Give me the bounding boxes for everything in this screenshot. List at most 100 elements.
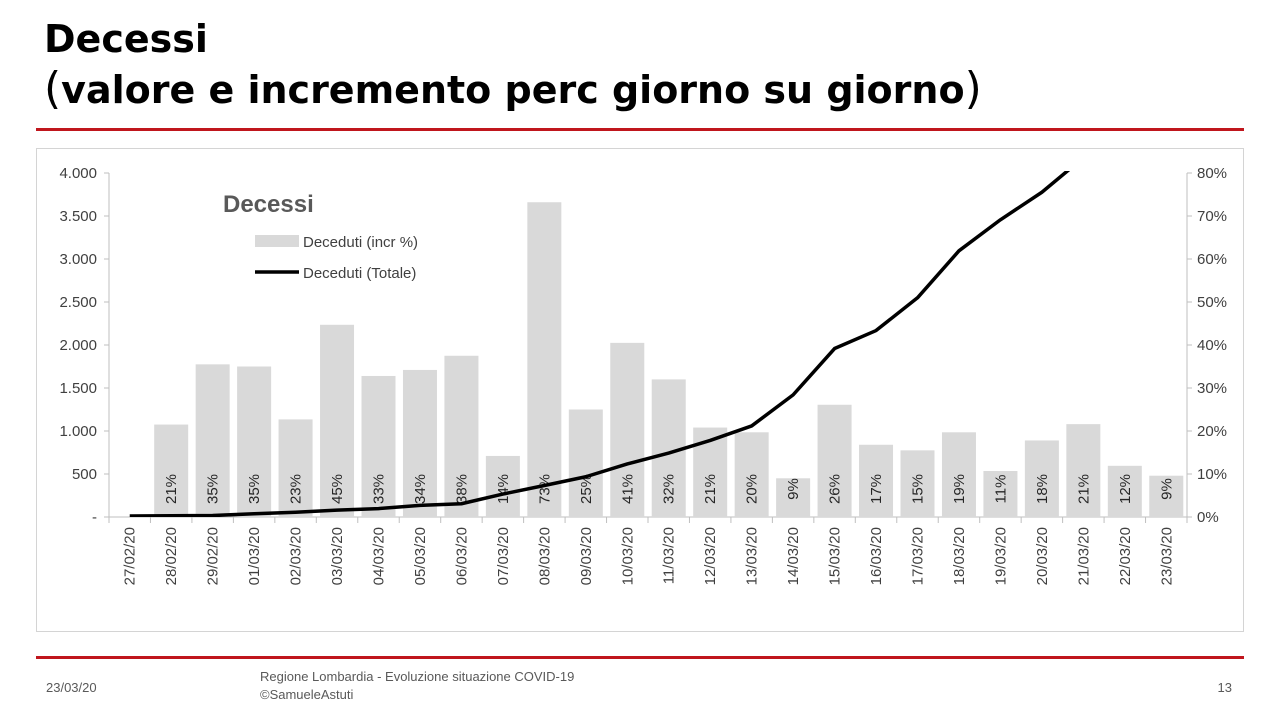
- bar-data-label: 35%: [205, 474, 222, 504]
- title-divider: [36, 128, 1244, 131]
- x-tick-label: 05/03/20: [412, 527, 429, 585]
- bar-data-label: 9%: [785, 478, 802, 500]
- bar-data-label: 38%: [453, 474, 470, 504]
- bar-data-label: 12%: [1117, 474, 1134, 504]
- title-line-2: (valore e incremento perc giorno su gior…: [44, 64, 982, 115]
- bar-data-label: 9%: [1158, 478, 1175, 500]
- bar-incr-pct: [900, 450, 935, 517]
- bar-incr-pct: [1024, 440, 1059, 517]
- title-line-1: Decessi: [44, 17, 208, 61]
- bar-incr-pct: [485, 455, 520, 517]
- bar-incr-pct: [444, 355, 479, 517]
- legend-swatch-bar: [255, 235, 299, 247]
- x-tick-label: 02/03/20: [288, 527, 305, 585]
- x-tick-label: 28/02/20: [163, 527, 180, 585]
- x-tick-label: 01/03/20: [246, 527, 263, 585]
- page-number: 13: [1217, 680, 1232, 695]
- x-tick-label: 06/03/20: [453, 527, 470, 585]
- y-left-tick-label: 2.000: [59, 337, 97, 354]
- y-left-tick-label: -: [92, 509, 97, 526]
- bar-data-label: 32%: [661, 474, 678, 504]
- title-subtitle-text: valore e incremento perc giorno su giorn…: [61, 68, 965, 112]
- x-tick-label: 16/03/20: [868, 527, 885, 585]
- bar-incr-pct: [1066, 424, 1101, 517]
- bar-data-label: 25%: [578, 474, 595, 504]
- bar-data-label: 23%: [288, 474, 305, 504]
- x-tick-label: 08/03/20: [536, 527, 553, 585]
- y-right-tick-label: 60%: [1197, 251, 1227, 268]
- bar-incr-pct: [154, 424, 189, 517]
- x-tick-label: 19/03/20: [992, 527, 1009, 585]
- bar-incr-pct: [817, 404, 852, 517]
- x-tick-label: 27/02/20: [122, 527, 139, 585]
- x-tick-label: 22/03/20: [1117, 527, 1134, 585]
- x-tick-label: 10/03/20: [619, 527, 636, 585]
- bar-incr-pct: [361, 375, 396, 517]
- bar-data-label: 35%: [246, 474, 263, 504]
- footer-divider: [36, 656, 1244, 659]
- bar-data-label: 41%: [619, 474, 636, 504]
- bar-data-label: 26%: [827, 474, 844, 504]
- chart-title: Decessi: [223, 191, 314, 218]
- bar-incr-pct: [734, 432, 769, 517]
- x-tick-label: 23/03/20: [1158, 527, 1175, 585]
- bar-data-label: 21%: [1075, 474, 1092, 504]
- bar-data-label: 20%: [744, 474, 761, 504]
- bar-data-label: 17%: [868, 474, 885, 504]
- x-tick-label: 11/03/20: [661, 527, 678, 584]
- bar-incr-pct: [1107, 465, 1142, 517]
- footer-source-line-2: ©SamueleAstuti: [260, 687, 354, 702]
- x-tick-label: 07/03/20: [495, 527, 512, 585]
- title-paren-close: ): [964, 63, 982, 114]
- x-tick-label: 03/03/20: [329, 527, 346, 585]
- bar-data-label: 11%: [992, 475, 1009, 504]
- title-paren-open: (: [44, 63, 62, 114]
- y-left-tick-label: 2.500: [59, 294, 97, 311]
- legend-label-line: Deceduti (Totale): [303, 265, 416, 282]
- x-tick-label: 21/03/20: [1075, 527, 1092, 585]
- y-left-tick-label: 1.500: [59, 380, 97, 397]
- bar-incr-pct: [983, 470, 1018, 517]
- bar-incr-pct: [278, 419, 313, 517]
- y-right-tick-label: 0%: [1197, 509, 1219, 526]
- bar-data-label: 19%: [951, 474, 968, 504]
- x-tick-label: 15/03/20: [827, 527, 844, 585]
- bar-data-label: 21%: [702, 474, 719, 504]
- y-left-tick-label: 3.000: [59, 251, 97, 268]
- y-right-tick-label: 80%: [1197, 165, 1227, 182]
- slide-title: Decessi (valore e incremento perc giorno…: [44, 14, 982, 115]
- x-tick-label: 20/03/20: [1034, 527, 1051, 585]
- y-left-tick-label: 500: [72, 466, 97, 483]
- y-left-tick-label: 1.000: [59, 423, 97, 440]
- bar-incr-pct: [568, 409, 603, 517]
- bar-incr-pct: [195, 364, 230, 517]
- y-right-tick-label: 10%: [1197, 466, 1227, 483]
- bar-data-label: 21%: [163, 474, 180, 504]
- y-right-tick-label: 70%: [1197, 208, 1227, 225]
- bar-incr-pct: [1149, 475, 1184, 517]
- x-tick-label: 12/03/20: [702, 527, 719, 585]
- x-tick-label: 04/03/20: [371, 527, 388, 585]
- y-right-tick-label: 50%: [1197, 294, 1227, 311]
- bar-incr-pct: [527, 202, 562, 518]
- deaths-chart: - 500 1.000 1.500 2.000 2.500 3.000 3.500 4.000 0…: [59, 165, 1227, 585]
- bar-incr-pct: [237, 366, 272, 517]
- footer-date: 23/03/20: [46, 680, 97, 695]
- bar-incr-pct: [859, 444, 894, 517]
- bar-data-label: 73%: [536, 474, 553, 504]
- bar-incr-pct: [941, 432, 976, 517]
- y-right-tick-label: 30%: [1197, 380, 1227, 397]
- y-right-tick-label: 40%: [1197, 337, 1227, 354]
- x-tick-label: 17/03/20: [910, 527, 927, 585]
- bar-incr-pct: [776, 478, 811, 517]
- footer-source-line-1: Regione Lombardia - Evoluzione situazion…: [260, 669, 575, 684]
- y-left-tick-label: 3.500: [59, 208, 97, 225]
- bar-data-label: 15%: [910, 474, 927, 504]
- chart-frame: - 500 1.000 1.500 2.000 2.500 3.000 3.500 4.000 0…: [36, 148, 1244, 632]
- bar-data-label: 34%: [412, 474, 429, 504]
- bar-data-label: 18%: [1034, 474, 1051, 504]
- footer-source: Regione Lombardia - Evoluzione situazion…: [260, 668, 574, 704]
- x-tick-label: 14/03/20: [785, 527, 802, 585]
- bar-data-label: 45%: [329, 474, 346, 504]
- x-tick-label: 29/02/20: [205, 527, 222, 585]
